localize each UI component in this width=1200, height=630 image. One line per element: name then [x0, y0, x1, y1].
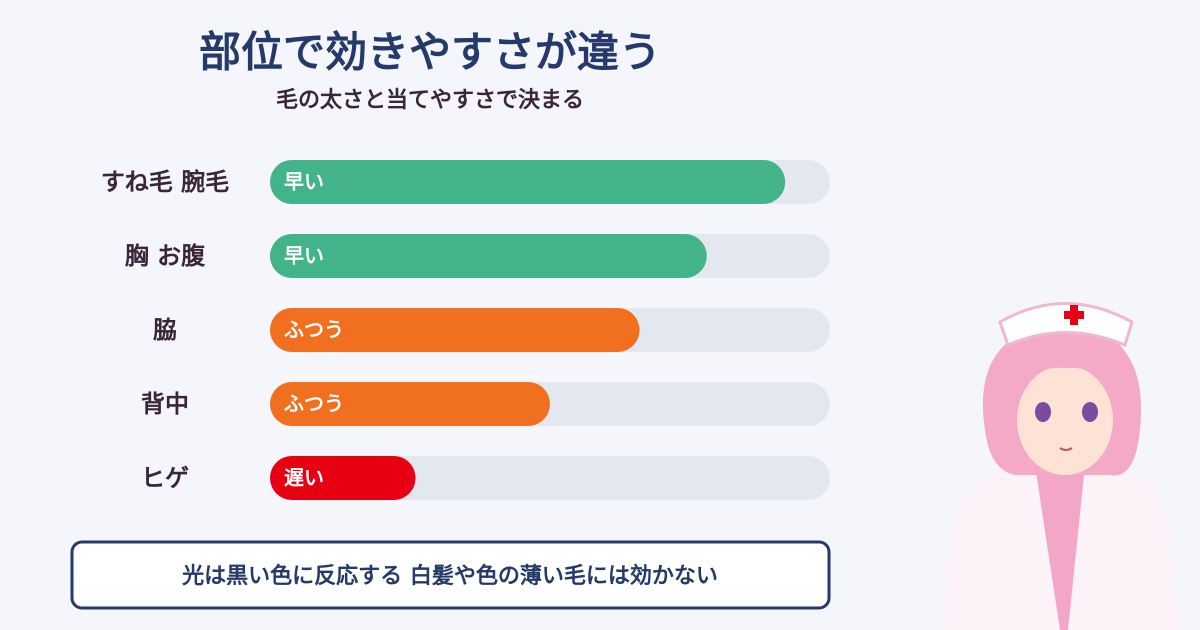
bar: [270, 234, 707, 278]
bar: [270, 456, 416, 500]
bar-rating: 早い: [284, 170, 324, 194]
category-label: 胸 お腹: [125, 242, 206, 270]
category-label: 脇: [153, 316, 177, 344]
note: 光は黒い色に反応する 白髪や色の薄い毛には効かない: [181, 563, 718, 589]
bar-rating: ふつう: [284, 392, 344, 416]
note-box: [70, 540, 831, 610]
subtitle: 毛の太さと当てやすさで決まる: [276, 88, 584, 113]
category-label: 背中: [141, 390, 189, 418]
bar: [270, 308, 640, 352]
category-label: ヒゲ: [141, 464, 189, 492]
bar: [270, 382, 550, 426]
bar-rating: ふつう: [284, 318, 344, 342]
bar: [270, 160, 786, 204]
bar-rating: 早い: [284, 244, 324, 268]
title: 部位で効きやすさが違う: [199, 28, 661, 77]
nurse-illustration: [940, 302, 1180, 630]
bar-rating: 遅い: [284, 466, 324, 490]
category-label: すね毛 腕毛: [101, 168, 229, 196]
